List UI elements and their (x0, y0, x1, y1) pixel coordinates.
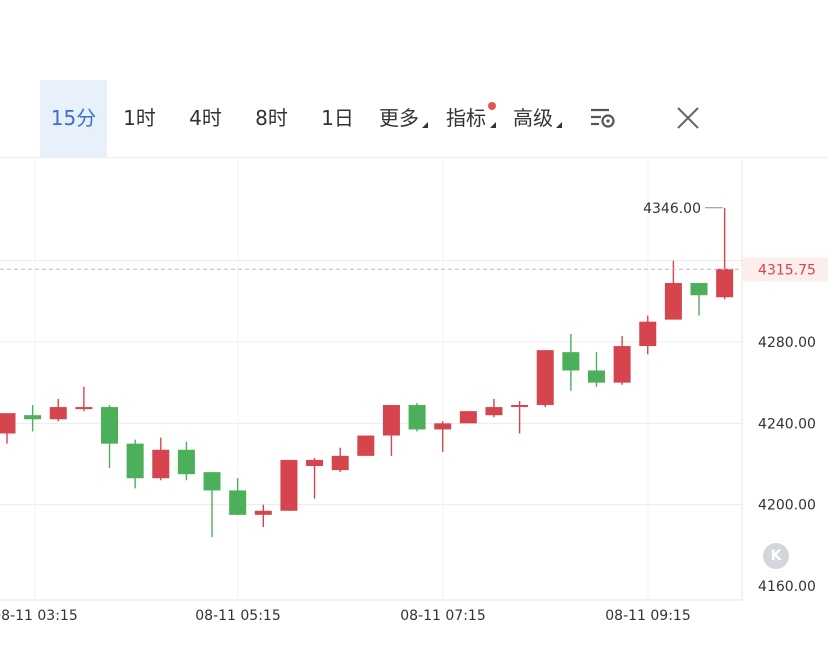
advanced-menu[interactable]: 高级 (513, 106, 553, 130)
tab-4h[interactable]: 4时 (189, 106, 222, 130)
candle-body (459, 411, 477, 424)
high-marker-label: 4346.00 (643, 201, 701, 217)
candle-body (587, 370, 605, 383)
candle-body (306, 459, 324, 467)
x-tick-label: 08-11 05:15 (195, 608, 280, 624)
close-icon[interactable] (676, 106, 700, 130)
k-line-button[interactable]: K (763, 543, 789, 569)
candle-body (331, 455, 349, 471)
x-tick-label: 08-11 09:15 (605, 608, 690, 624)
last-price-tag-bg (742, 257, 828, 282)
candle-body (690, 283, 708, 296)
candle-body (664, 283, 682, 320)
candle-body (511, 405, 529, 408)
candle-body (49, 407, 67, 420)
candle-body (434, 423, 452, 430)
candle-body (382, 405, 400, 436)
x-tick-label: 08-11 03:15 (0, 608, 78, 624)
candle-body (75, 407, 93, 410)
chart-settings-icon[interactable] (589, 106, 617, 130)
candle-body (408, 405, 426, 430)
candle-body (177, 449, 195, 475)
candle-body (613, 346, 631, 383)
candle-body (536, 350, 554, 406)
y-tick-label: 4240.00 (758, 416, 816, 432)
candle-body (254, 510, 272, 515)
advanced-dropdown-icon (556, 122, 562, 128)
y-tick-label: 4160.00 (758, 579, 816, 595)
notification-dot (488, 102, 496, 110)
candle-body (0, 413, 16, 434)
timeframe-toolbar: 15分 1时 4时 8时 1日 更多 指标 高级 (0, 80, 828, 158)
candle-body (485, 407, 503, 416)
candle-body (639, 321, 657, 347)
last-price-tag: 4315.75 (758, 262, 816, 278)
candle-body (126, 443, 144, 479)
tab-1h[interactable]: 1时 (123, 106, 156, 130)
more-menu[interactable]: 更多 (379, 106, 419, 130)
y-tick-label: 4280.00 (758, 335, 816, 351)
toolbar-divider (0, 157, 828, 158)
indicator-dropdown-icon (490, 122, 496, 128)
tab-15min[interactable]: 15分 (40, 80, 107, 157)
y-tick-label: 4200.00 (758, 498, 816, 514)
chart-canvas: 4280.00 4240.00 4200.00 4160.00 08-11 03:15 0… (0, 160, 828, 624)
candle-body (280, 459, 298, 511)
x-tick-label: 08-11 07:15 (400, 608, 485, 624)
candle-body (101, 407, 119, 444)
more-dropdown-icon (422, 122, 428, 128)
candle-body (716, 268, 734, 298)
tab-8h[interactable]: 8时 (255, 106, 288, 130)
candlestick-chart[interactable]: 4280.00 4240.00 4200.00 4160.00 08-11 03:15 0… (0, 158, 828, 664)
candle-body (152, 449, 170, 479)
candle-body (229, 490, 247, 515)
candle-body (203, 472, 221, 491)
indicator-menu[interactable]: 指标 (446, 106, 486, 130)
tab-1d[interactable]: 1日 (321, 106, 354, 130)
candle-body (562, 352, 580, 371)
candle-body (357, 435, 375, 456)
candle-body (24, 415, 42, 420)
